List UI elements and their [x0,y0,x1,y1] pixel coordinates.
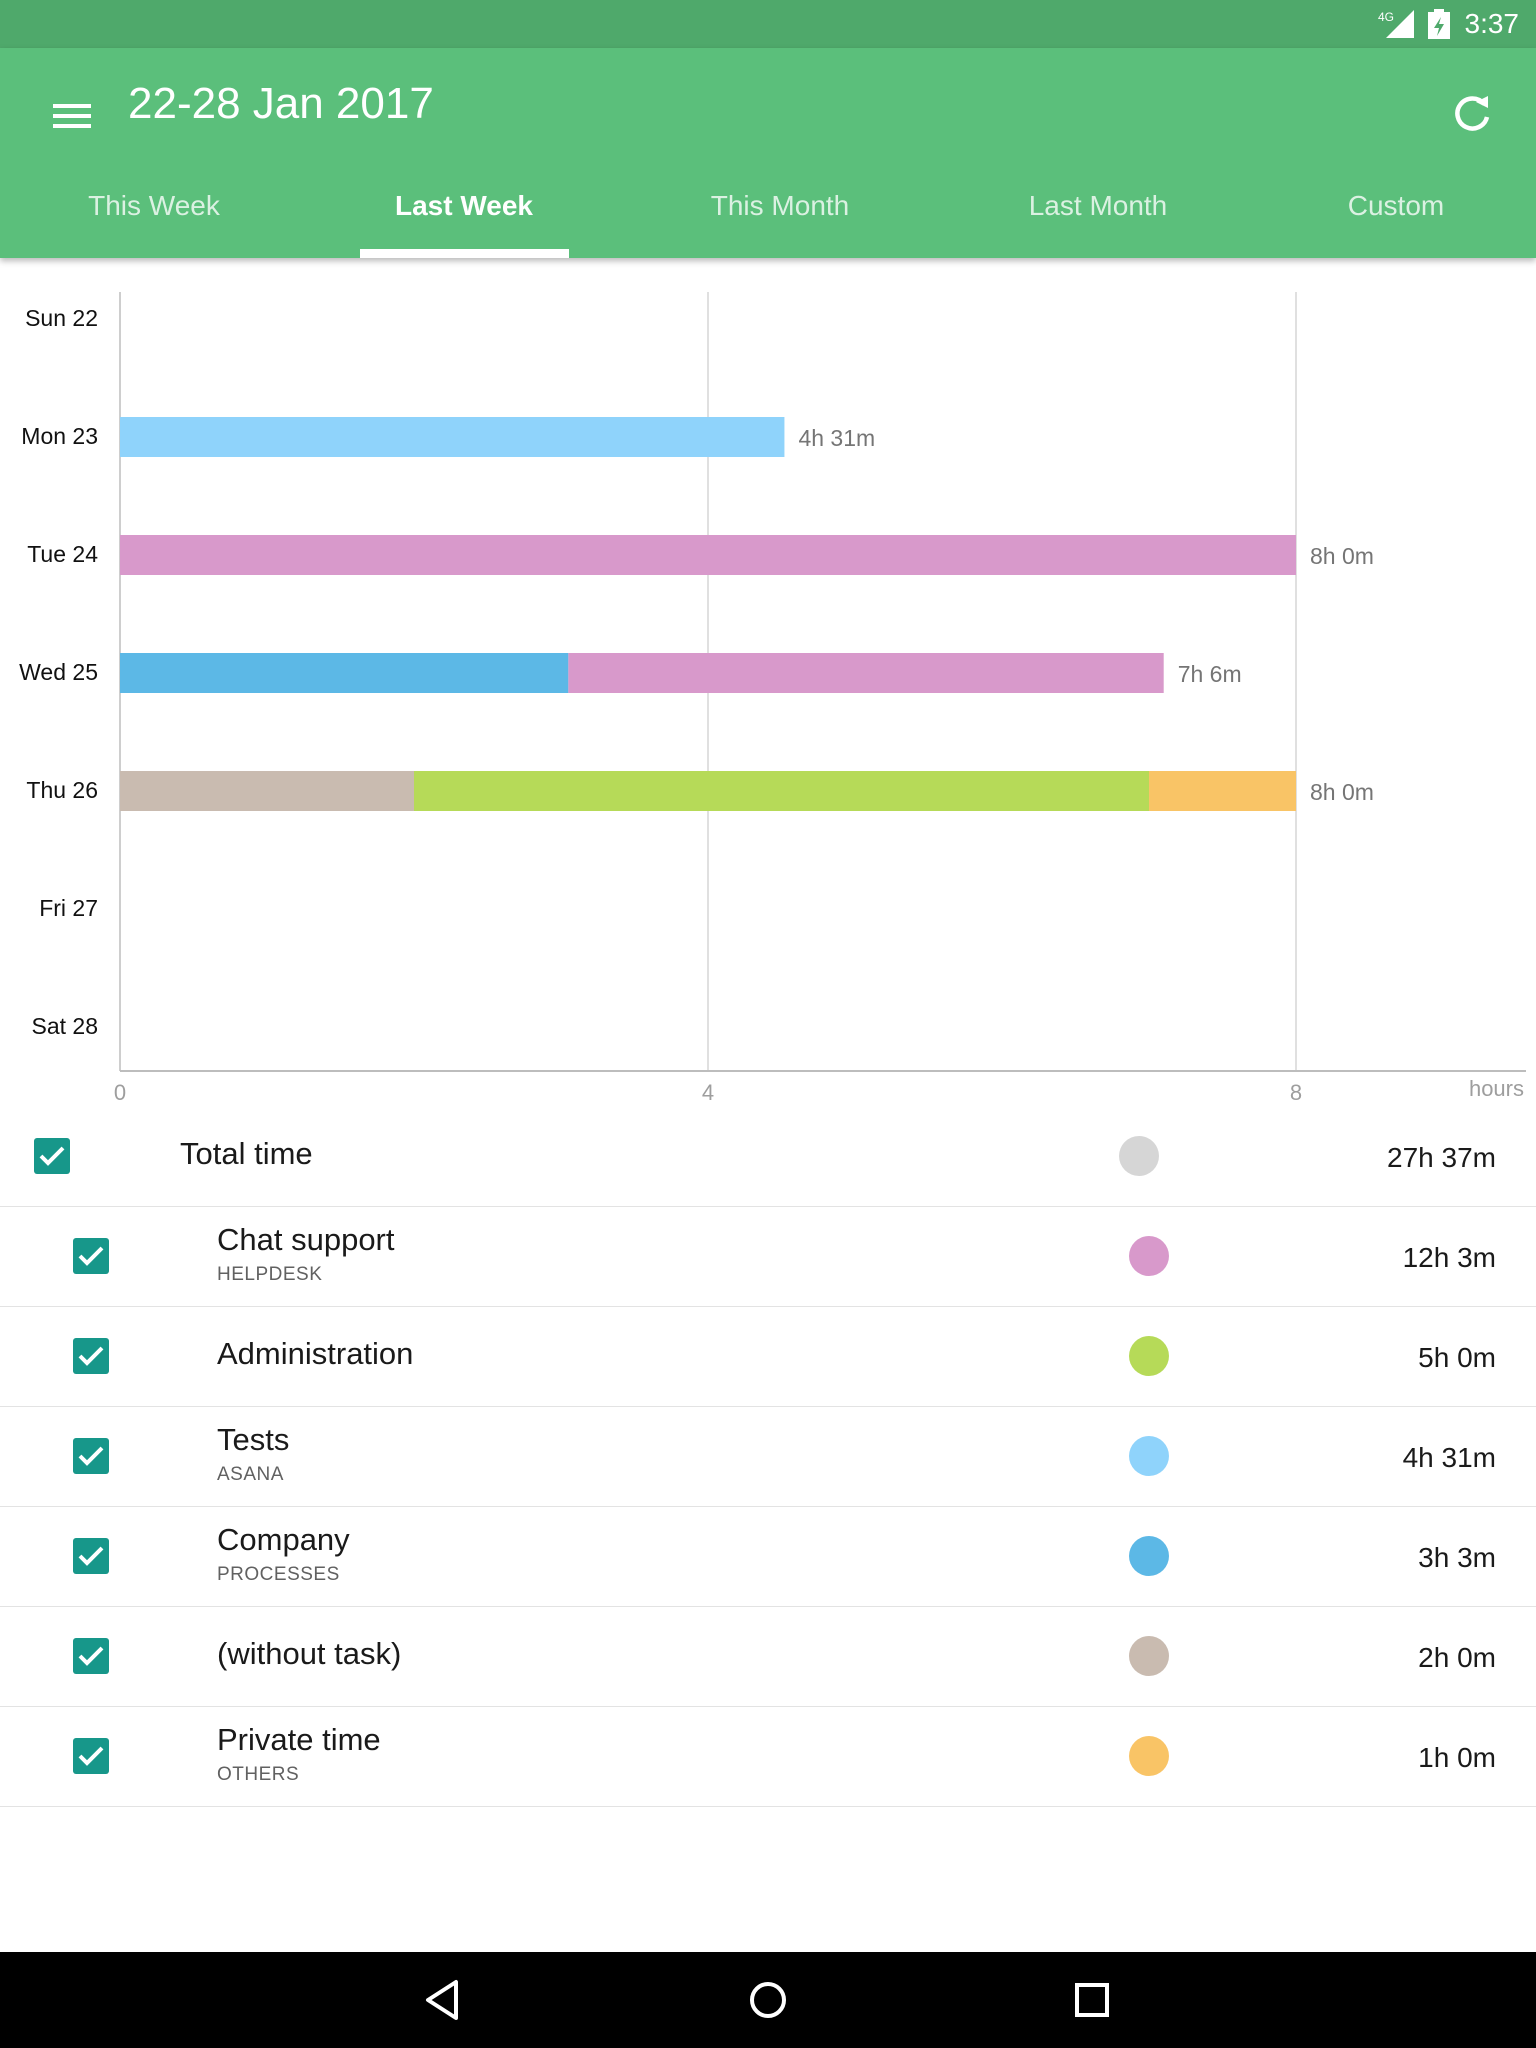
check-icon [78,1646,104,1666]
check-icon [78,1346,104,1366]
task-name: Administration [217,1336,414,1371]
bar-segment [568,653,1164,693]
task-name: (without task) [217,1636,402,1671]
bar-total-label: 8h 0m [1310,543,1374,569]
x-tick-label: 8 [1290,1080,1302,1105]
bar-segment [120,535,1296,575]
task-project: ASANA [217,1464,284,1485]
total-checkbox[interactable] [34,1138,70,1174]
check-icon [78,1246,104,1266]
task-time: 3h 3m [1418,1542,1496,1573]
task-checkbox[interactable] [73,1638,109,1674]
check-icon [78,1546,104,1566]
check-icon [78,1446,104,1466]
task-time: 5h 0m [1418,1342,1496,1373]
task-time: 1h 0m [1418,1742,1496,1773]
day-label: Sun 22 [25,305,98,331]
task-row[interactable]: (without task) 2h 0m [0,1606,1536,1707]
task-row[interactable]: Administration 5h 0m [0,1306,1536,1407]
task-color-dot [1129,1236,1169,1276]
task-name: Private time [217,1722,381,1757]
day-label: Thu 26 [26,777,98,803]
task-name: Company [217,1522,350,1557]
task-name: Chat support [217,1222,395,1257]
task-color-dot [1129,1536,1169,1576]
active-tab-indicator [360,249,569,258]
day-label: Mon 23 [21,423,98,449]
task-row[interactable]: Company PROCESSES 3h 3m [0,1506,1536,1607]
task-checkbox[interactable] [73,1338,109,1374]
bar-segment [1149,771,1296,811]
menu-icon[interactable] [48,92,96,140]
home-icon[interactable] [744,1976,792,2024]
total-time: 27h 37m [1387,1142,1496,1173]
task-row[interactable]: Private time OTHERS 1h 0m [0,1706,1536,1807]
task-checkbox[interactable] [73,1738,109,1774]
task-checkbox[interactable] [73,1438,109,1474]
refresh-icon[interactable] [1448,90,1496,138]
x-tick-label: 4 [702,1080,714,1105]
tab-this-month[interactable]: This Month [710,190,850,221]
total-color-dot [1119,1136,1159,1176]
tab-last-week[interactable]: Last Week [395,190,533,221]
signal-icon: 4G [1378,10,1414,38]
task-project: OTHERS [217,1764,300,1785]
day-label: Sat 28 [32,1013,99,1039]
x-tick-label: 0 [114,1080,126,1105]
day-label: Fri 27 [39,895,98,921]
check-icon [39,1146,65,1166]
network-type: 4G [1378,10,1394,24]
task-time: 4h 31m [1402,1442,1496,1473]
back-icon[interactable] [420,1976,468,2024]
battery-icon [1428,9,1450,39]
bar-chart: 0 4 8 hours Sun 22 Mon 23 4h 31m Tue 24 8h 0m Wed… [19,292,1526,1105]
time-chart: 0 4 8 hours Sun 22 Mon 23 4h 31m Tue 24 8h 0m Wed… [0,258,1536,1108]
status-bar: 4G 3:37 [0,0,1536,48]
recents-icon[interactable] [1068,1976,1116,2024]
task-project: HELPDESK [217,1264,323,1285]
task-checkbox[interactable] [73,1238,109,1274]
bar-segment [414,771,1149,811]
bar-total-label: 4h 31m [798,425,875,451]
day-label: Wed 25 [19,659,98,685]
bar-segment [120,771,414,811]
total-row[interactable]: Total time 27h 37m [0,1110,1536,1207]
check-icon [78,1746,104,1766]
x-axis-label: hours [1469,1076,1524,1101]
tab-this-week[interactable]: This Week [88,190,220,221]
bar-total-label: 7h 6m [1178,661,1242,687]
task-project: PROCESSES [217,1564,340,1585]
bar-total-label: 8h 0m [1310,779,1374,805]
task-color-dot [1129,1636,1169,1676]
task-checkbox[interactable] [73,1538,109,1574]
app-bar: 22-28 Jan 2017 This Week Last Week This … [0,48,1536,258]
tab-custom[interactable]: Custom [1347,190,1445,221]
system-nav-bar [0,1952,1536,2048]
bar-segment [120,417,785,457]
day-label: Tue 24 [27,541,98,567]
tab-last-month[interactable]: Last Month [1028,190,1168,221]
task-row[interactable]: Tests ASANA 4h 31m [0,1406,1536,1507]
status-time: 3:37 [1464,8,1520,39]
page-title: 22-28 Jan 2017 [128,79,434,128]
task-time: 12h 3m [1402,1242,1496,1273]
task-color-dot [1129,1736,1169,1776]
task-row[interactable]: Chat support HELPDESK 12h 3m [0,1206,1536,1307]
task-color-dot [1129,1336,1169,1376]
bar-segment [120,653,569,693]
task-time: 2h 0m [1418,1642,1496,1673]
task-color-dot [1129,1436,1169,1476]
task-name: Tests [217,1422,290,1457]
total-label: Total time [180,1136,313,1171]
